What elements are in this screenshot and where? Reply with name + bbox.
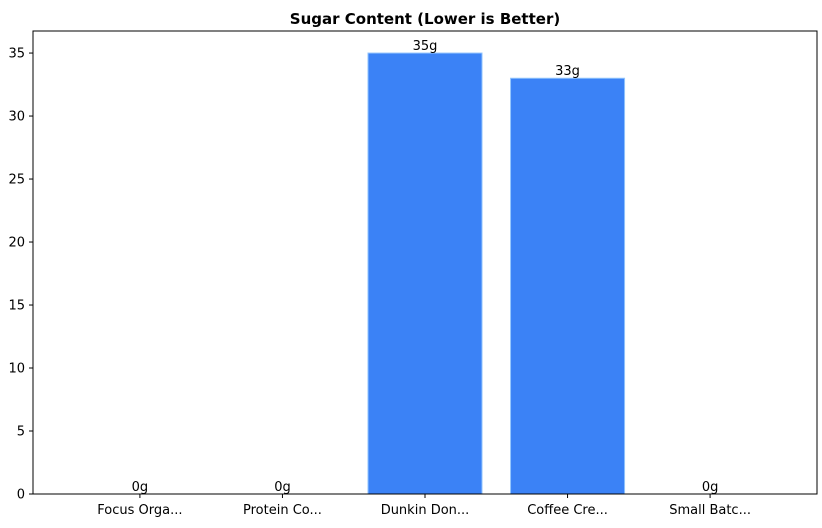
data-labels: 0g 0g 35g 33g 0g [132,39,719,495]
y-tick-label: 30 [8,110,25,125]
x-axis-ticks: Focus Orga... Protein Co... Dunkin Don... C… [97,494,751,518]
y-tick-label: 25 [8,173,25,188]
data-label: 35g [413,39,438,54]
y-tick-label: 5 [17,425,25,440]
y-tick-label: 20 [8,236,25,251]
data-label: 0g [132,480,149,495]
y-tick-label: 35 [8,47,25,62]
bar [510,77,626,495]
x-tick-label: Protein Co... [243,503,322,518]
data-label: 33g [555,64,580,79]
x-tick-label: Dunkin Don... [381,503,470,518]
y-tick-label: 0 [17,488,25,503]
x-tick-label: Focus Orga... [97,503,182,518]
x-tick-label: Small Batc... [669,503,751,518]
plot-frame [32,30,818,495]
data-label: 0g [274,480,291,495]
y-tick-label: 15 [8,299,25,314]
bars-group [367,52,626,495]
data-label: 0g [702,480,719,495]
y-tick-label: 10 [8,362,25,377]
bar [367,52,483,495]
chart-title: Sugar Content (Lower is Better) [290,10,560,28]
x-tick-label: Coffee Cre... [527,503,608,518]
y-axis-ticks: 0 5 10 15 20 25 30 35 [8,47,33,503]
